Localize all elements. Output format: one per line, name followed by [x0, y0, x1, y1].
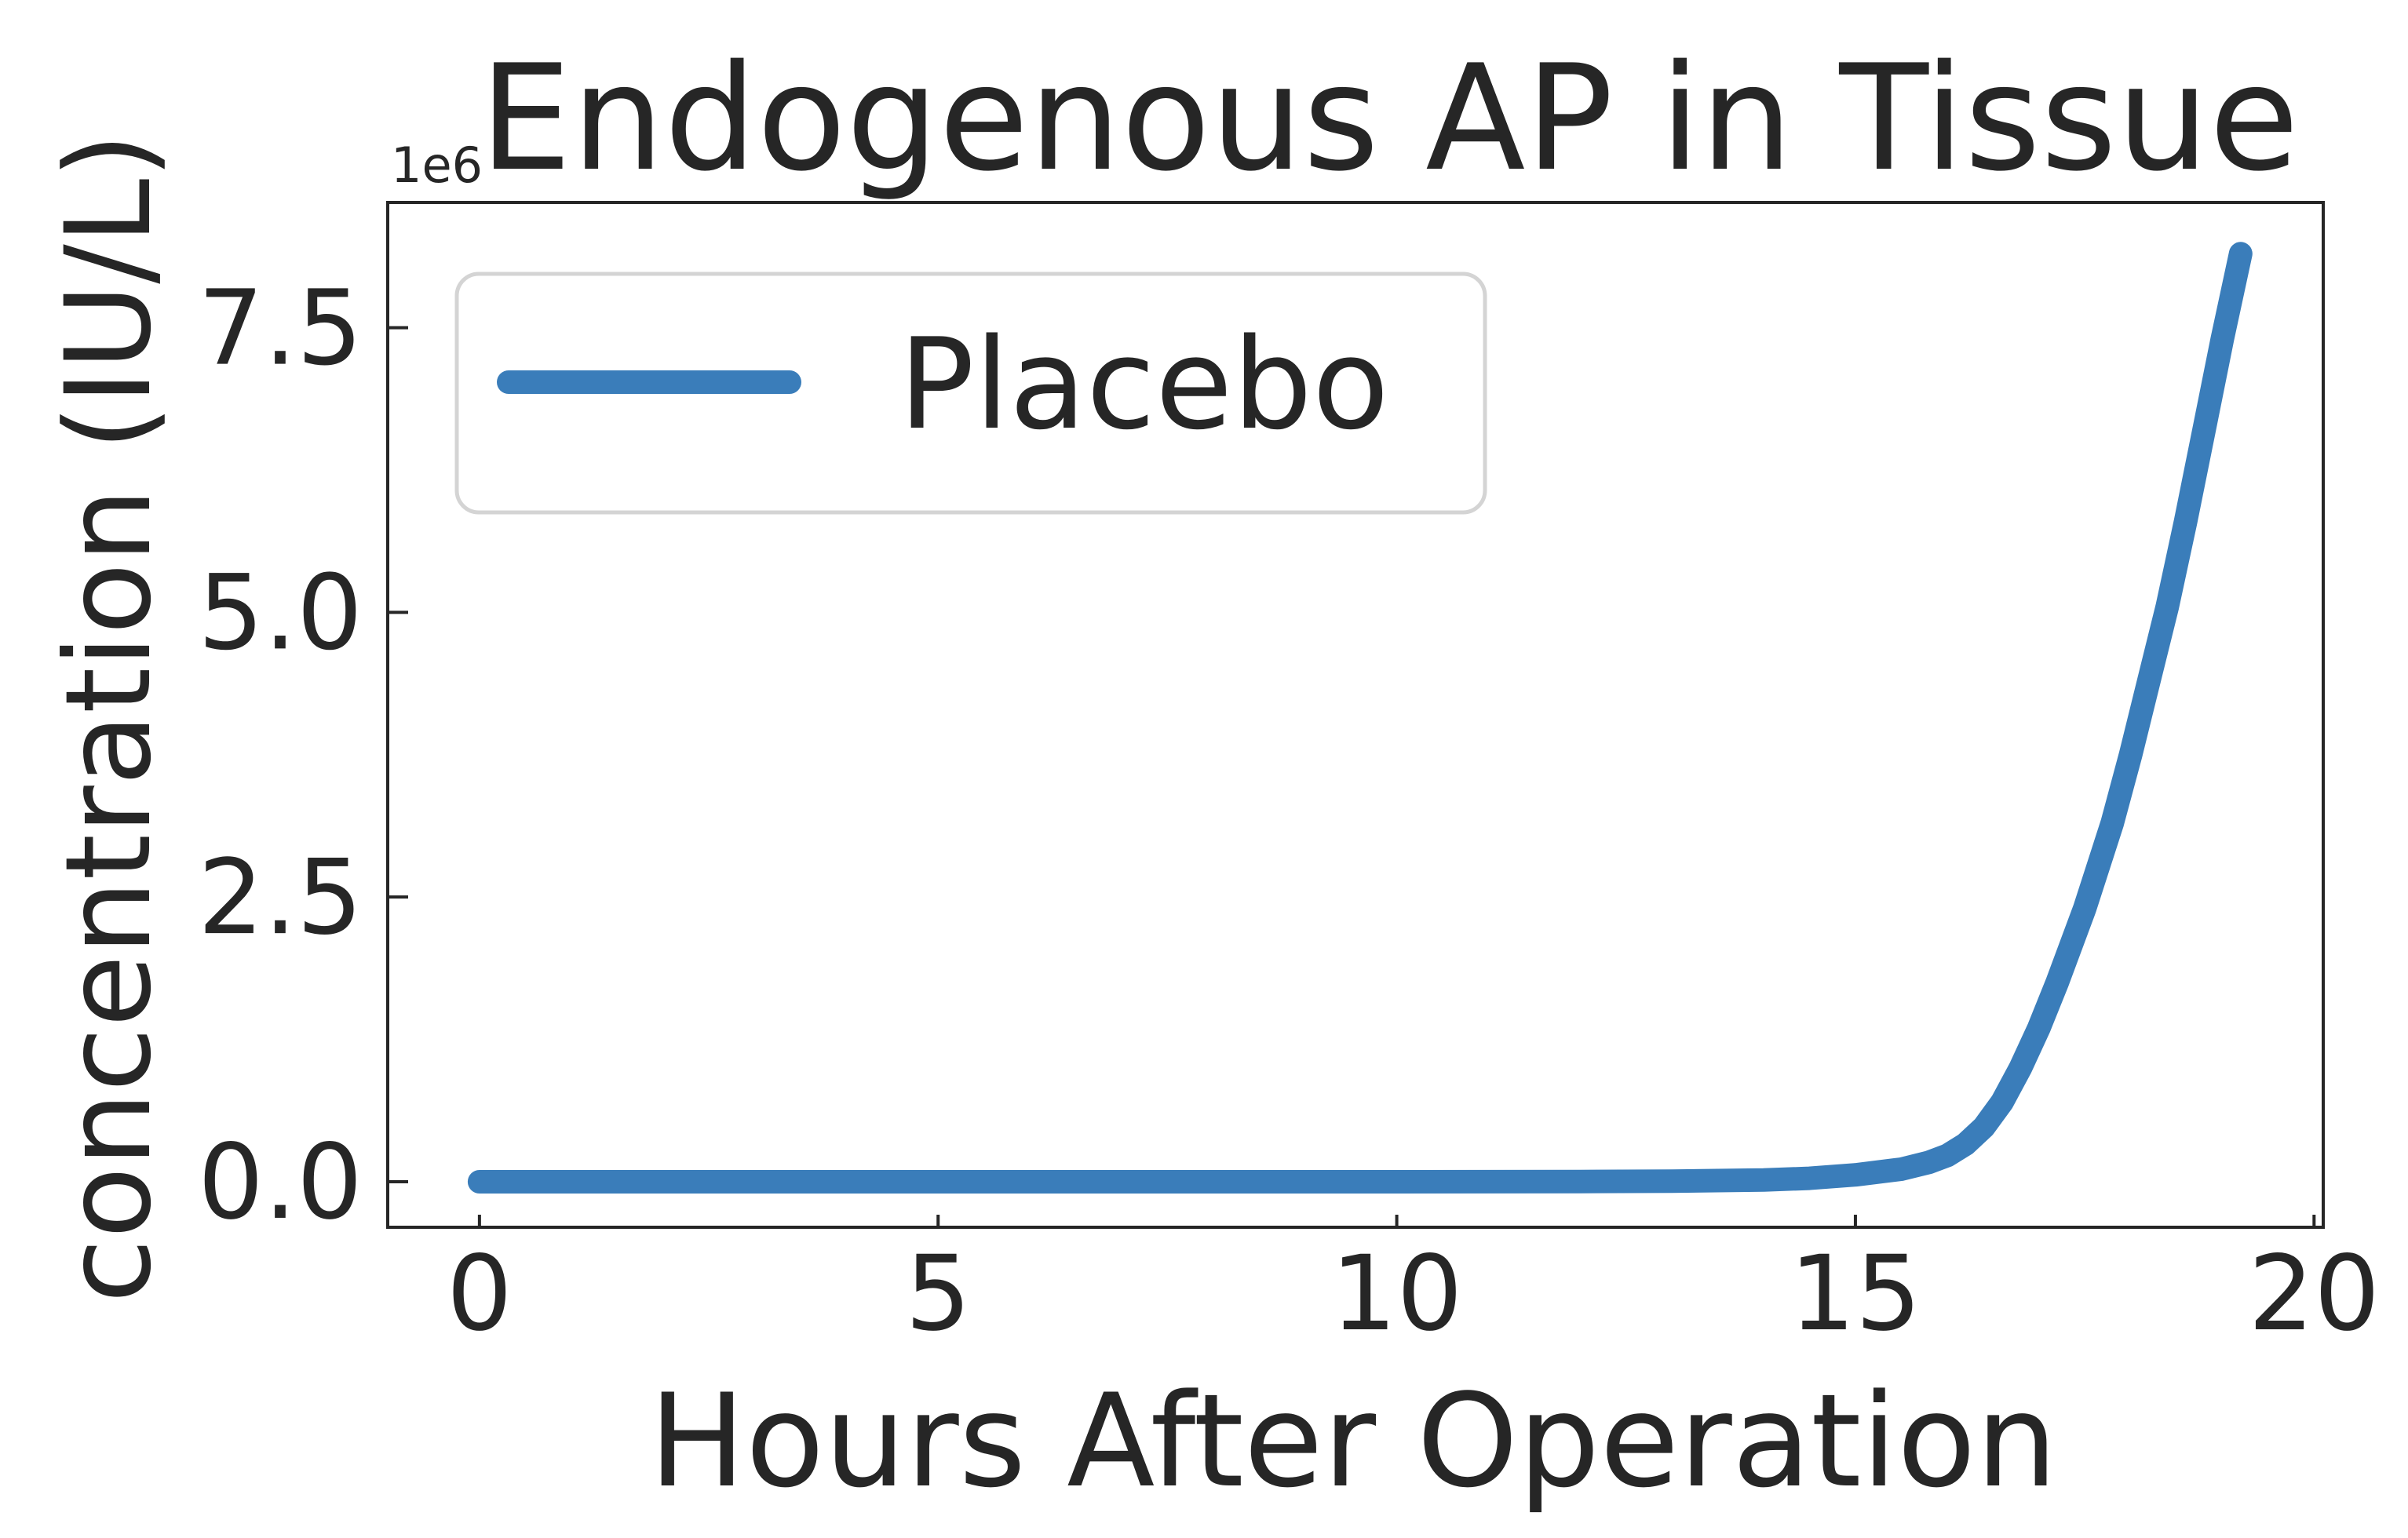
legend-label-placebo: Placebo	[899, 311, 1389, 457]
series-line-placebo	[467, 242, 2253, 1194]
legend-box	[454, 272, 1487, 515]
y-axis-ticks: 0.0 2.5 5.0 7.5	[198, 268, 408, 1243]
x-axis-ticks: 0 5 10 15 20	[447, 1215, 2380, 1354]
y-offset-text: 1e6	[391, 137, 483, 194]
x-tick-label-20: 20	[2248, 1234, 2380, 1354]
x-tick-label-0: 0	[447, 1234, 513, 1354]
y-tick-label-2.5: 2.5	[198, 837, 363, 958]
chart-title: Endogenous AP in Tissue	[480, 33, 2299, 203]
y-tick-label-7.5: 7.5	[198, 268, 363, 389]
series-layer	[467, 242, 2253, 1194]
y-tick-label-0.0: 0.0	[198, 1122, 363, 1243]
x-tick-label-5: 5	[905, 1234, 971, 1354]
y-tick-label-5.0: 5.0	[198, 552, 363, 673]
x-tick-label-15: 15	[1790, 1234, 1921, 1354]
x-axis-label: Hours After Operation	[649, 1366, 2058, 1516]
x-tick-label-10: 10	[1331, 1234, 1463, 1354]
legend[interactable]: Placebo	[454, 272, 1487, 515]
y-axis-label: concentration (IU/L)	[41, 133, 177, 1303]
